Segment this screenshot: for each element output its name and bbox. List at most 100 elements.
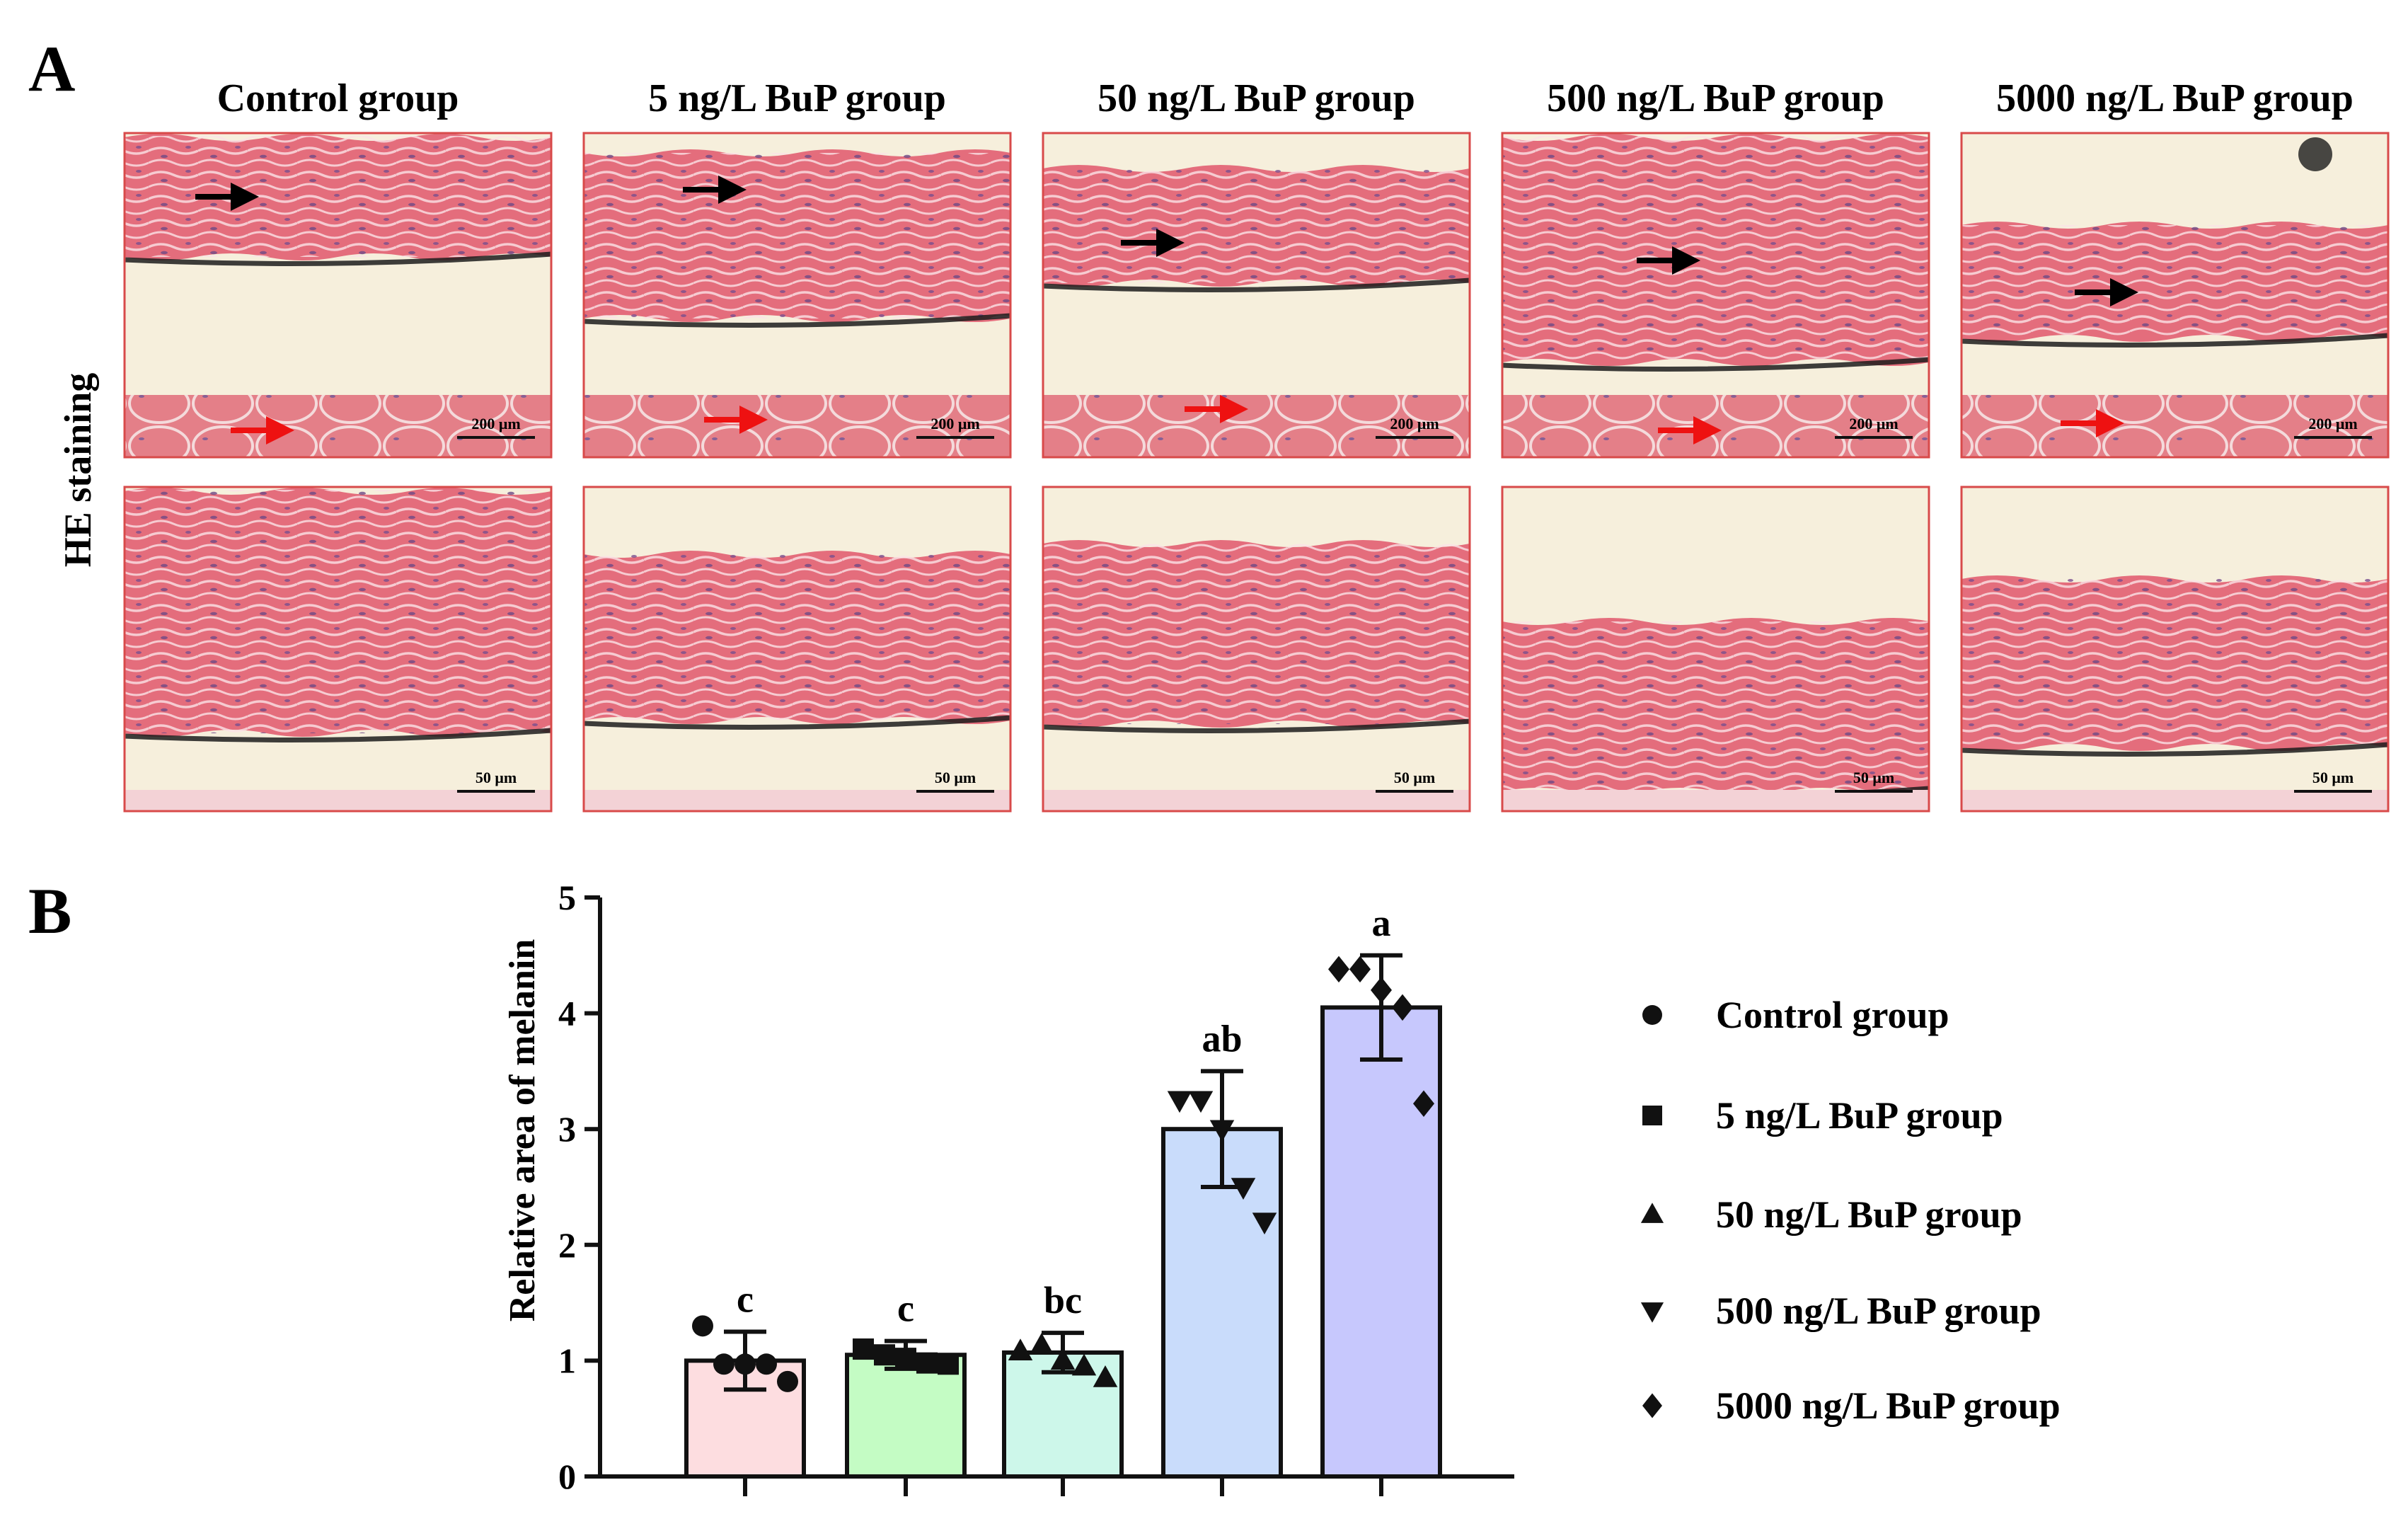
data-point (874, 1344, 895, 1366)
significance-label: c (737, 1278, 754, 1321)
micrograph-bottom-1: 50 μm (123, 486, 553, 813)
data-point (1029, 1333, 1054, 1355)
data-point (1349, 956, 1371, 983)
y-tick-label: 0 (558, 1457, 576, 1496)
micrograph-top-3: 200 μm (1042, 132, 1471, 459)
black-arrow-4 (1637, 246, 1700, 275)
legend-marker (1640, 1302, 1664, 1323)
legend-item-5: 5000 ng/L BuP group (1642, 1384, 2061, 1427)
micrograph-bottom-2: 50 μm (582, 486, 1012, 813)
legend-item-1: Control group (1642, 994, 1949, 1036)
svg-text:200 μm: 200 μm (1849, 415, 1898, 432)
legend-label: Control group (1716, 994, 1949, 1036)
bar-group-4: ab (1161, 1017, 1283, 1496)
column-title-1: Control group (217, 76, 459, 120)
legend-marker (1640, 1203, 1664, 1223)
bar (1320, 1005, 1442, 1479)
significance-label: a (1372, 902, 1391, 944)
micrograph-top-4: 200 μm (1501, 132, 1930, 459)
svg-text:50 μm: 50 μm (1853, 769, 1894, 786)
scale-bar-50um: 50 μm (457, 769, 535, 793)
column-title-2: 5 ng/L BuP group (648, 76, 946, 120)
legend-label: 500 ng/L BuP group (1716, 1290, 2041, 1332)
data-point (1328, 956, 1349, 983)
y-tick-label: 5 (558, 878, 576, 917)
y-tick-label: 2 (558, 1225, 576, 1265)
significance-label: ab (1202, 1017, 1242, 1060)
data-point (692, 1315, 713, 1337)
scale-bar-50um: 50 μm (1376, 769, 1453, 793)
panel-b-letter: B (28, 875, 71, 947)
red-arrow-3 (1185, 395, 1248, 423)
svg-text:50 μm: 50 μm (2312, 769, 2354, 786)
column-title-5: 5000 ng/L BuP group (1996, 76, 2354, 120)
legend-label: 50 ng/L BuP group (1716, 1193, 2022, 1236)
legend-label: 5 ng/L BuP group (1716, 1094, 2003, 1137)
data-point (1209, 1120, 1235, 1142)
svg-text:200 μm: 200 μm (1390, 415, 1439, 432)
data-point (1252, 1212, 1277, 1235)
svg-text:200 μm: 200 μm (471, 415, 520, 432)
scale-bar-200um: 200 μm (457, 415, 535, 439)
red-arrow-4 (1658, 416, 1722, 444)
data-point (895, 1348, 916, 1370)
svg-text:50 μm: 50 μm (1394, 769, 1435, 786)
data-point (756, 1353, 777, 1375)
micrograph-top-1: 200 μm (123, 132, 553, 459)
svg-text:200 μm: 200 μm (931, 415, 979, 432)
y-tick-label: 1 (558, 1341, 576, 1380)
micrograph-grid: Control group 200 μm 50 μm 5 ng/L BuP group… (123, 76, 2390, 813)
legend-marker (1642, 1005, 1662, 1025)
data-point (916, 1352, 938, 1374)
black-arrow-3 (1121, 229, 1185, 257)
legend-label: 5000 ng/L BuP group (1716, 1384, 2061, 1427)
scale-bar-200um: 200 μm (1835, 415, 1913, 439)
bar-group-3: bc (1002, 1279, 1124, 1496)
micrograph-bottom-5: 50 μm (1960, 486, 2390, 813)
data-point (735, 1353, 756, 1375)
y-tick-label: 4 (558, 994, 576, 1033)
panel-a-letter: A (28, 33, 75, 105)
scale-bar-50um: 50 μm (1835, 769, 1913, 793)
bars: c c bc ab a (684, 902, 1442, 1496)
significance-label: bc (1044, 1279, 1082, 1321)
legend-marker (1642, 1393, 1662, 1418)
data-point (1008, 1338, 1033, 1361)
svg-text:50 μm: 50 μm (476, 769, 517, 786)
scale-bar-200um: 200 μm (916, 415, 994, 439)
micrograph-bottom-4: 50 μm (1501, 486, 1930, 813)
y-axis-title: Relative area of melanin (502, 939, 543, 1322)
scale-bar-200um: 200 μm (2294, 415, 2372, 439)
bar-group-1: c (684, 1278, 806, 1496)
row-label-he-staining: HE staining (57, 373, 99, 568)
data-point (1167, 1091, 1192, 1113)
data-point (1392, 994, 1413, 1021)
legend-item-4: 500 ng/L BuP group (1640, 1290, 2041, 1332)
scale-bar-50um: 50 μm (916, 769, 994, 793)
micrograph-top-5: 200 μm (1960, 132, 2390, 459)
data-point (777, 1370, 798, 1392)
legend: Control group 5 ng/L BuP group 50 ng/L BuP… (1640, 994, 2061, 1427)
svg-text:200 μm: 200 μm (2308, 415, 2357, 432)
micrograph-bottom-3: 50 μm (1042, 486, 1471, 813)
scale-bar-200um: 200 μm (1376, 415, 1453, 439)
bar-group-5: a (1320, 902, 1442, 1496)
data-point (1371, 977, 1392, 1004)
data-point (853, 1338, 874, 1360)
data-point (938, 1353, 959, 1375)
column-title-4: 500 ng/L BuP group (1547, 76, 1884, 120)
black-arrow-5 (2075, 278, 2138, 306)
svg-text:50 μm: 50 μm (935, 769, 976, 786)
legend-item-3: 50 ng/L BuP group (1640, 1193, 2022, 1236)
data-point (1093, 1365, 1118, 1387)
bar-group-2: c (845, 1287, 967, 1496)
black-arrow-1 (195, 183, 259, 211)
black-arrow-2 (683, 176, 747, 204)
red-arrow-1 (231, 416, 294, 444)
data-point (1071, 1353, 1097, 1376)
column-title-3: 50 ng/L BuP group (1098, 76, 1415, 120)
data-point (1050, 1348, 1076, 1370)
red-arrow-2 (704, 406, 768, 434)
data-point (713, 1353, 735, 1375)
